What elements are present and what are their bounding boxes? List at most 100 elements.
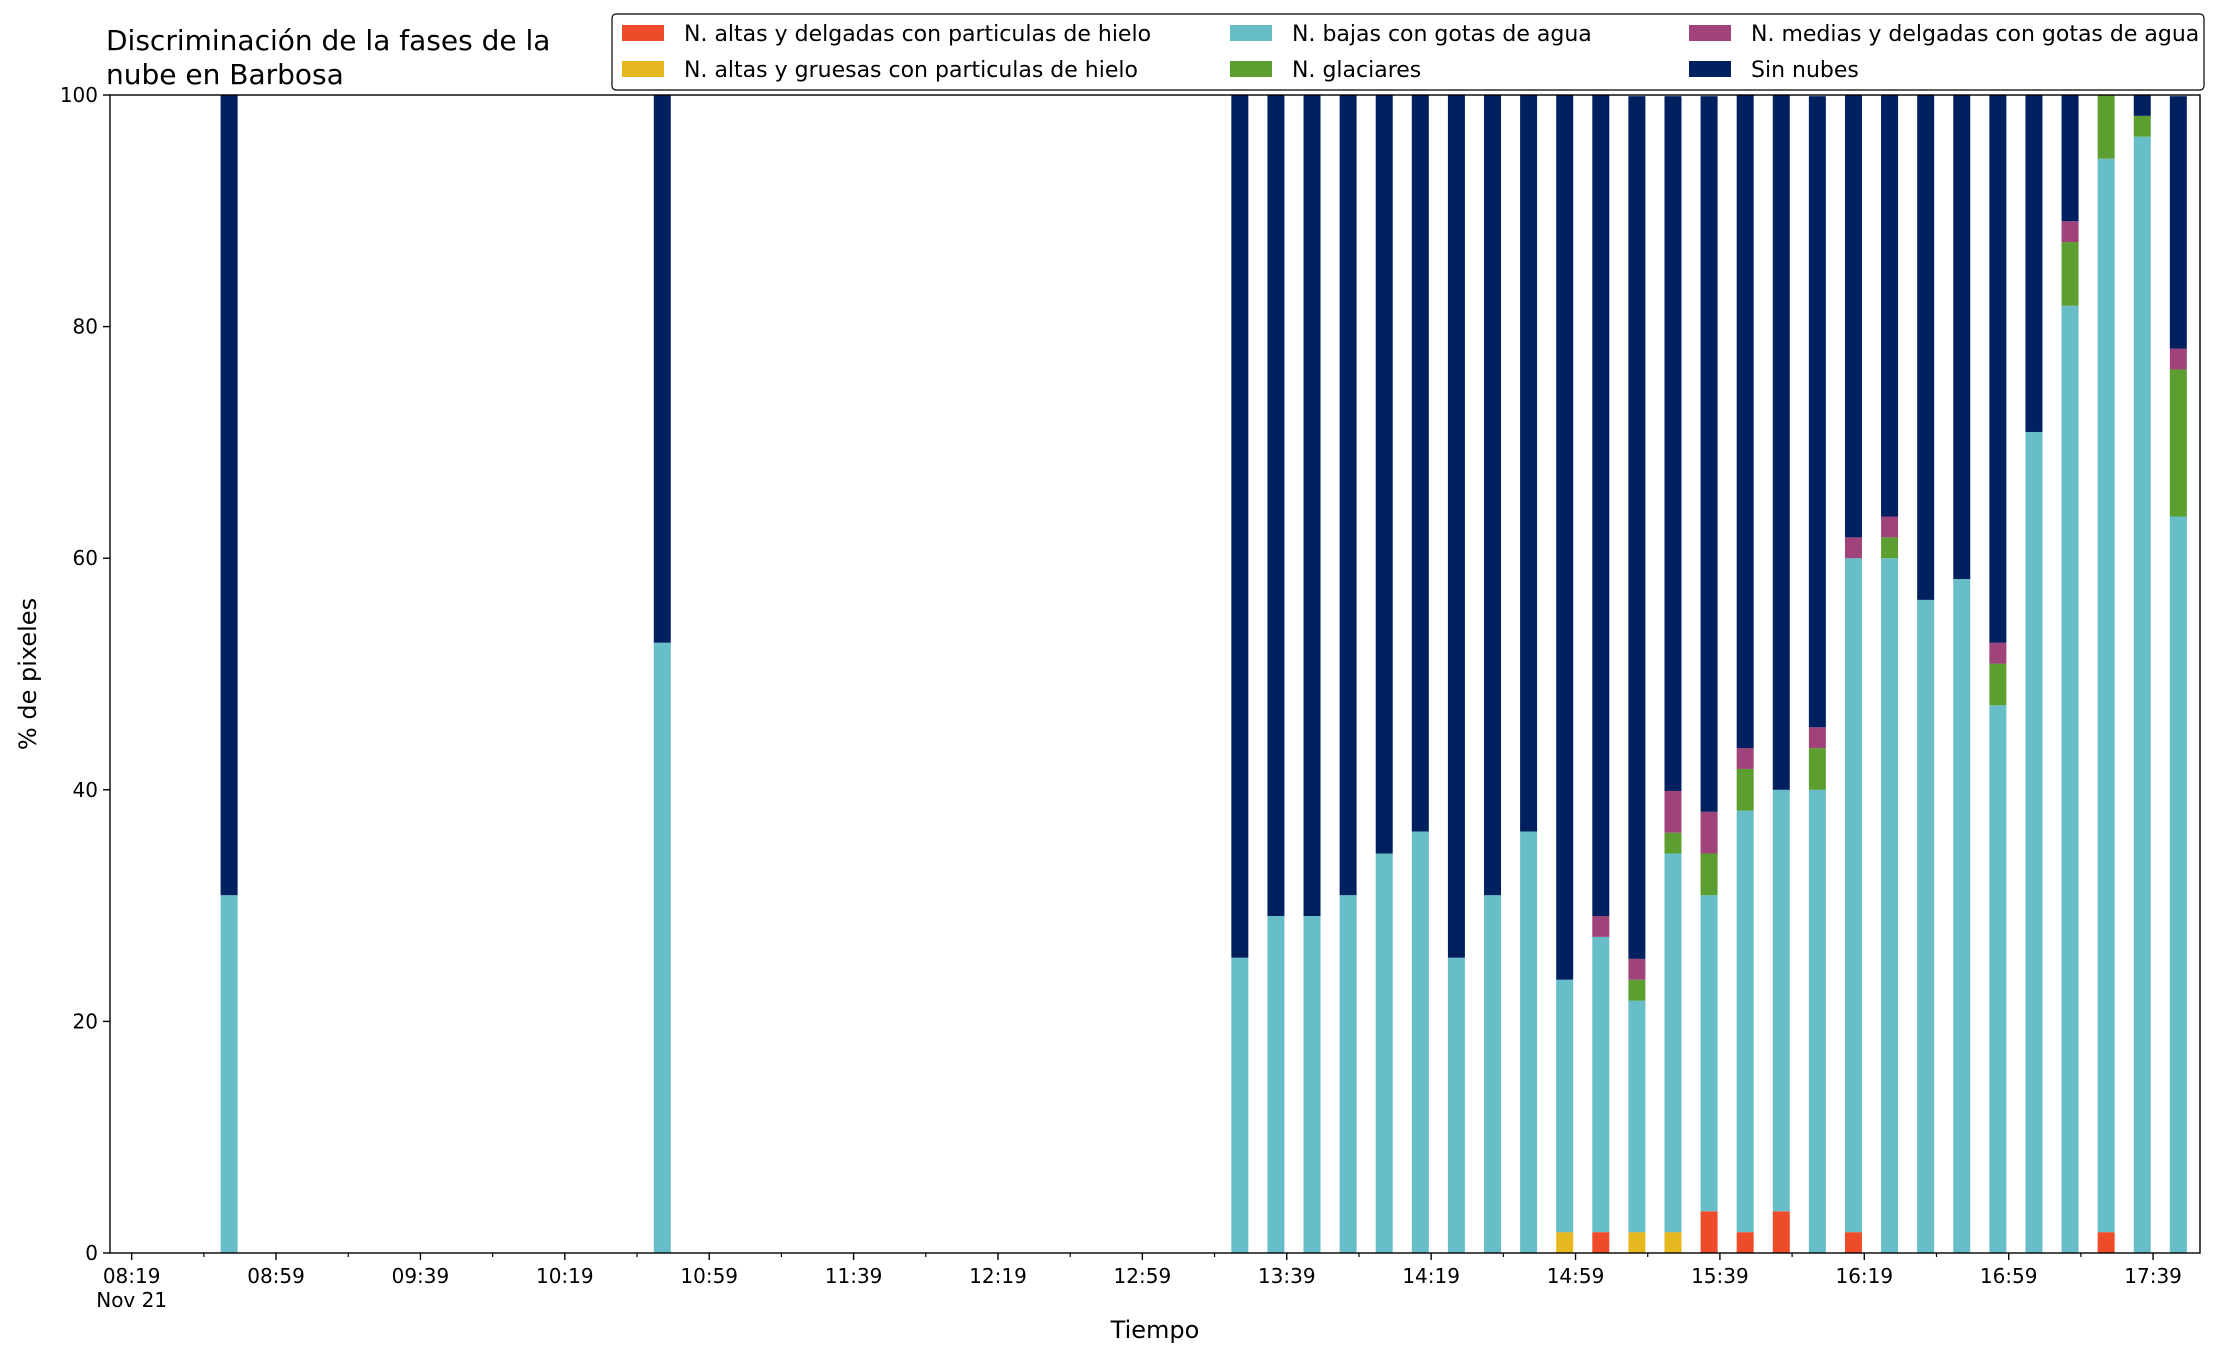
y-tick-label: 100 <box>60 83 98 107</box>
x-date-label: Nov 21 <box>96 1288 167 1312</box>
legend-swatch <box>1689 61 1731 77</box>
bar-segment-5-27 <box>2133 95 2151 116</box>
bar-segment-5-5 <box>1339 95 1357 896</box>
y-tick-label: 80 <box>73 315 98 339</box>
bar-segment-2-12 <box>1592 936 1610 1233</box>
bar-segment-3-25 <box>2061 242 2079 306</box>
bar-segment-4-15 <box>1700 811 1718 854</box>
bar-segment-5-20 <box>1881 95 1899 517</box>
legend-swatch <box>622 25 664 41</box>
bar-segment-5-10 <box>1520 95 1538 832</box>
x-tick-label: 10:19 <box>536 1264 594 1288</box>
bar-segment-5-0 <box>220 95 238 896</box>
bar-segment-4-23 <box>1989 642 2007 664</box>
legend-label: N. medias y delgadas con gotas de agua <box>1751 22 2199 47</box>
bar-segment-2-22 <box>1953 579 1971 1253</box>
bar-segment-0-17 <box>1772 1211 1790 1253</box>
bar-segment-2-10 <box>1520 831 1538 1253</box>
x-tick-label: 15:39 <box>1691 1264 1749 1288</box>
bar-segment-2-2 <box>1231 957 1249 1253</box>
y-axis: 0 20 40 60 80 100 <box>60 83 110 1265</box>
bar-segment-4-14 <box>1664 790 1682 833</box>
legend-label: N. altas y gruesas con particulas de hie… <box>684 58 1138 83</box>
bar-segment-5-18 <box>1808 96 1826 728</box>
plot-frame <box>109 94 2201 1254</box>
bar-segment-1-14 <box>1664 1232 1682 1253</box>
bar-segment-3-13 <box>1628 979 1646 1001</box>
bar-segment-2-17 <box>1772 789 1790 1212</box>
bar-segment-2-16 <box>1736 810 1754 1233</box>
legend-swatch <box>1230 25 1272 41</box>
bar-segment-3-16 <box>1736 768 1754 811</box>
y-tick-label: 0 <box>85 1241 98 1265</box>
bar-segment-0-12 <box>1592 1232 1610 1253</box>
x-tick-label: 11:39 <box>825 1264 883 1288</box>
bar-segment-5-24 <box>2025 95 2043 432</box>
legend-label: Sin nubes <box>1751 58 1859 83</box>
legend-swatch <box>1689 25 1731 41</box>
bar-segment-5-11 <box>1556 95 1574 980</box>
bar-segment-5-7 <box>1411 95 1429 832</box>
bar-segment-5-8 <box>1447 95 1465 958</box>
x-tick-label: 16:19 <box>1835 1264 1893 1288</box>
bar-segment-2-1 <box>653 642 671 1253</box>
legend-label: N. altas y delgadas con particulas de hi… <box>684 22 1151 47</box>
bar-segment-2-21 <box>1917 599 1935 1253</box>
bar-segment-5-2 <box>1231 95 1249 958</box>
legend: N. altas y delgadas con particulas de hi… <box>611 13 2205 91</box>
bar-segment-2-0 <box>220 895 238 1253</box>
x-tick-label: 13:39 <box>1258 1264 1316 1288</box>
bar-segment-2-3 <box>1267 916 1285 1253</box>
bar-segment-5-19 <box>1844 95 1862 538</box>
bar-segment-2-25 <box>2061 305 2079 1254</box>
bar-segment-5-1 <box>653 95 671 643</box>
y-tick-label: 40 <box>73 778 98 802</box>
bar-segment-3-14 <box>1664 832 1682 854</box>
bar-segment-5-17 <box>1772 95 1790 790</box>
bar-segment-3-15 <box>1700 853 1718 896</box>
bar-segment-5-16 <box>1736 95 1754 749</box>
bar-segment-2-7 <box>1411 831 1429 1253</box>
x-tick-label: 09:39 <box>392 1264 450 1288</box>
bar-segment-5-12 <box>1592 95 1610 917</box>
x-tick-label: 17:39 <box>2124 1264 2182 1288</box>
bar-segment-5-28 <box>2169 96 2187 349</box>
bar-segment-4-28 <box>2169 348 2187 370</box>
bar-segment-2-8 <box>1447 957 1465 1253</box>
bar-segment-2-28 <box>2169 516 2187 1253</box>
y-tick-label: 20 <box>73 1009 98 1033</box>
bar-segment-2-18 <box>1808 789 1826 1253</box>
bar-segment-4-16 <box>1736 748 1754 769</box>
bar-segment-4-18 <box>1808 727 1826 749</box>
x-tick-label: 12:19 <box>969 1264 1027 1288</box>
bar-segment-5-15 <box>1700 96 1718 812</box>
bar-segment-2-23 <box>1989 705 2007 1253</box>
bar-segment-2-13 <box>1628 1000 1646 1233</box>
bar-segment-1-11 <box>1556 1232 1574 1253</box>
bar-segment-2-20 <box>1881 558 1899 1253</box>
bar-segment-5-14 <box>1664 96 1682 791</box>
bar-segment-5-4 <box>1303 95 1321 917</box>
bar-segment-4-20 <box>1881 516 1899 538</box>
bar-segment-4-13 <box>1628 958 1646 980</box>
legend-box <box>611 13 2205 91</box>
y-axis-label: % de pixeles <box>14 598 42 750</box>
bar-segment-3-20 <box>1881 537 1899 559</box>
bar-segment-5-25 <box>2061 95 2079 222</box>
bar-segment-0-15 <box>1700 1211 1718 1253</box>
bar-segment-3-26 <box>2097 95 2115 159</box>
bar-segment-4-12 <box>1592 916 1610 937</box>
x-tick-label: 16:59 <box>1980 1264 2038 1288</box>
bar-segment-4-25 <box>2061 221 2079 243</box>
bar-segment-3-27 <box>2133 115 2151 137</box>
bar-segment-2-11 <box>1556 979 1574 1233</box>
x-axis-label: Tiempo <box>1110 1316 1200 1344</box>
bar-segment-2-5 <box>1339 895 1357 1253</box>
x-tick-label: 10:59 <box>680 1264 738 1288</box>
legend-swatch <box>622 61 664 77</box>
bar-segment-4-19 <box>1844 537 1862 559</box>
bar-segment-2-15 <box>1700 895 1718 1212</box>
bars-layer <box>220 95 2187 1254</box>
